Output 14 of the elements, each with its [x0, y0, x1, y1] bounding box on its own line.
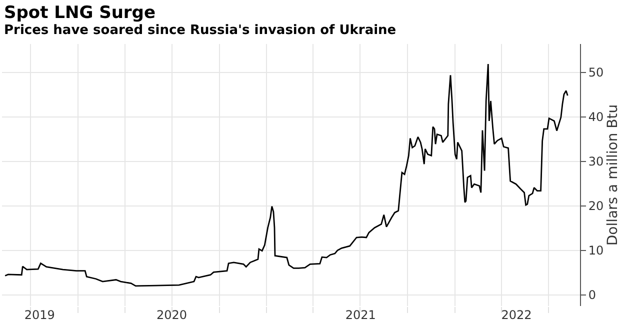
x-tick-label: 2022 — [501, 308, 532, 322]
y-tick-label: 20 — [588, 199, 604, 214]
chart-subtitle: Prices have soared since Russia's invasion of Ukraine — [4, 23, 396, 38]
y-tick-label: 0 — [588, 288, 596, 302]
x-tick-label: 2019 — [24, 308, 55, 322]
y-tick-label: 50 — [588, 66, 604, 80]
line-series — [4, 63, 568, 287]
y-tick-label: 40 — [588, 110, 604, 124]
y-axis-title: Dollars a million Btu — [604, 104, 621, 246]
y-tick-label: 10 — [588, 244, 604, 258]
x-tick-label: 2021 — [345, 308, 376, 322]
chart-title: Spot LNG Surge — [4, 3, 156, 23]
y-tick-label: 30 — [588, 154, 604, 169]
x-tick-label: 2020 — [156, 308, 188, 322]
